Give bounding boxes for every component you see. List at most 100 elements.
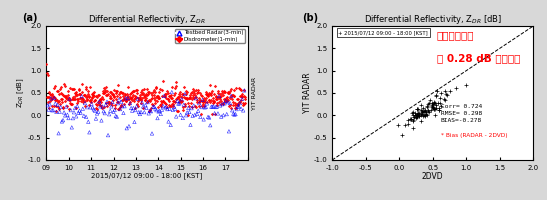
Point xyxy=(120,102,129,106)
Point xyxy=(229,112,238,115)
Point xyxy=(197,104,206,107)
Point xyxy=(57,97,66,100)
Point xyxy=(72,93,81,97)
Point xyxy=(114,102,123,105)
Point xyxy=(80,94,89,97)
Point xyxy=(225,130,234,133)
Point xyxy=(182,93,191,96)
Point xyxy=(427,108,435,111)
Point xyxy=(109,110,118,113)
Point xyxy=(77,100,85,103)
Point xyxy=(225,92,234,95)
Point xyxy=(124,86,132,89)
Point xyxy=(78,107,87,110)
Point xyxy=(161,106,170,109)
Point xyxy=(132,105,141,108)
Point xyxy=(90,99,99,103)
Point xyxy=(142,96,150,99)
X-axis label: 2DVD: 2DVD xyxy=(422,172,444,181)
Point xyxy=(102,103,110,106)
Point xyxy=(214,95,223,98)
Point xyxy=(177,100,185,103)
Point xyxy=(144,90,153,94)
Point xyxy=(171,107,179,110)
Point xyxy=(206,101,214,104)
Point xyxy=(138,91,147,94)
Point xyxy=(127,106,136,110)
Point xyxy=(155,109,164,113)
Point xyxy=(136,96,144,99)
Point xyxy=(431,113,440,117)
Point xyxy=(180,86,189,89)
Point xyxy=(63,96,72,100)
Point xyxy=(85,98,94,102)
Point xyxy=(205,116,213,119)
Point xyxy=(170,105,178,108)
Point xyxy=(129,94,137,97)
Point xyxy=(163,91,172,95)
Point xyxy=(86,100,95,103)
Point xyxy=(84,90,92,93)
Point xyxy=(54,132,63,135)
Point xyxy=(45,90,54,93)
Point xyxy=(208,112,217,115)
Point xyxy=(70,97,79,100)
Point xyxy=(122,96,131,99)
Point xyxy=(210,112,219,115)
Point xyxy=(95,100,103,103)
Point xyxy=(420,109,428,112)
Point xyxy=(217,103,226,106)
Point xyxy=(89,94,98,97)
Point xyxy=(112,89,121,92)
Point xyxy=(200,98,209,101)
Point xyxy=(229,103,237,107)
Point xyxy=(66,101,75,104)
Point xyxy=(191,95,200,98)
Point xyxy=(121,97,130,100)
Point xyxy=(65,97,74,100)
Point xyxy=(133,88,142,92)
Point xyxy=(214,101,223,104)
Point xyxy=(92,104,101,107)
Point xyxy=(138,92,147,95)
Point xyxy=(149,91,158,94)
Point xyxy=(168,100,177,103)
Point xyxy=(238,94,247,98)
Point xyxy=(220,102,229,105)
Point xyxy=(419,113,428,116)
Point xyxy=(81,99,90,102)
Point xyxy=(167,97,176,100)
Point xyxy=(225,97,234,100)
Point xyxy=(422,111,430,114)
Point xyxy=(143,101,152,104)
Point xyxy=(101,89,109,92)
Point xyxy=(176,99,184,102)
Point xyxy=(226,87,235,90)
Point xyxy=(104,102,113,105)
Point xyxy=(409,114,418,117)
Point xyxy=(61,114,69,117)
Point xyxy=(127,97,136,100)
Point xyxy=(170,91,179,95)
Point xyxy=(417,110,426,113)
Point xyxy=(76,111,85,114)
Point xyxy=(203,115,212,119)
Point xyxy=(101,112,109,115)
Point xyxy=(145,109,154,112)
Point xyxy=(107,97,115,100)
Point xyxy=(165,94,174,97)
Point xyxy=(138,101,147,104)
Point xyxy=(155,88,164,91)
Point xyxy=(187,107,196,110)
Point xyxy=(234,105,242,108)
Point xyxy=(194,88,202,91)
Point xyxy=(93,107,102,110)
Point xyxy=(86,86,95,89)
Point xyxy=(196,93,205,96)
Point xyxy=(57,91,66,94)
Point xyxy=(110,95,119,98)
Point xyxy=(161,95,170,98)
Point xyxy=(98,92,107,95)
Point xyxy=(188,90,197,93)
Point xyxy=(94,110,102,113)
